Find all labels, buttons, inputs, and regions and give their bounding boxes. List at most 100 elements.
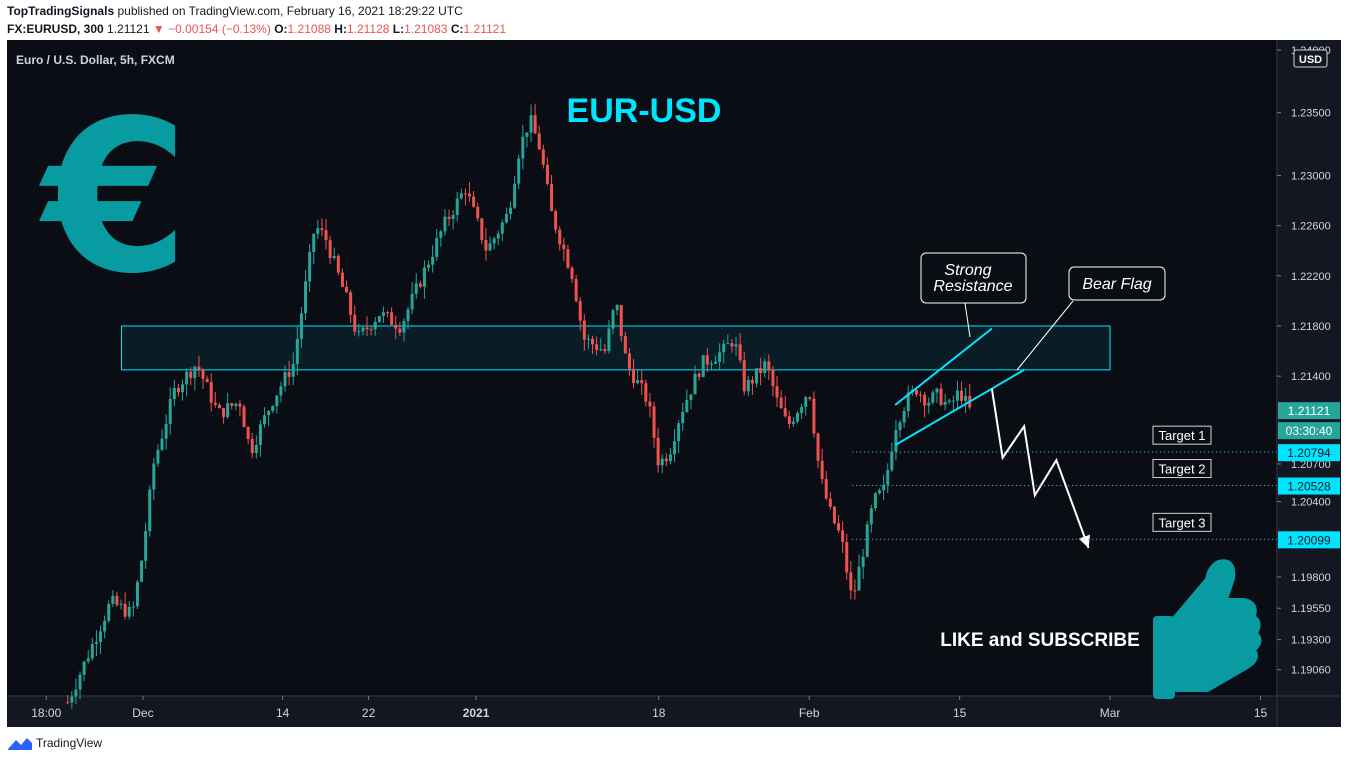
candle [550,183,554,212]
candle [648,401,652,407]
last-price: 1.21121 [107,22,150,36]
candle [677,423,681,442]
candle [472,196,476,207]
candle [226,403,230,417]
candle [644,383,648,402]
candle [656,437,660,466]
price-chart[interactable]: Euro / U.S. Dollar, 5h, FXCM 1.240001.23… [7,40,1341,727]
candle [714,361,718,364]
candle [586,338,590,340]
candle [140,560,144,582]
candle [267,410,271,416]
candle [451,215,455,220]
candle [566,249,570,268]
target-label-box[interactable] [1152,425,1212,445]
bear-flag-callout[interactable] [1068,266,1166,301]
bear-flag-lower-line[interactable] [894,369,1025,447]
low-value: 1.21083 [404,22,448,36]
candle [865,524,869,557]
candle [176,387,180,393]
candle [808,397,812,399]
target-label-box[interactable] [1152,459,1212,479]
bear-flag-label: Bear Flag [1082,276,1151,293]
price-axis-label: 1.19300 [1291,635,1331,647]
candle [242,406,246,428]
candle [250,438,254,454]
euro-sign-icon: € [39,75,189,320]
candle [377,316,381,323]
candle [213,402,217,405]
candle [529,115,533,133]
currency-badge[interactable] [1293,49,1328,68]
candle [607,328,611,352]
candle [476,206,480,219]
candle [537,133,541,150]
candle [636,380,640,384]
target-price-badge[interactable] [1278,531,1340,549]
price-axis-label: 1.21400 [1291,371,1331,383]
candle [324,230,328,241]
current-price-badge[interactable] [1278,402,1340,420]
publisher-name[interactable]: TopTradingSignals [7,4,115,18]
candle [730,343,734,347]
candle [275,395,279,407]
candle [263,415,267,425]
candle [787,416,791,424]
candle [726,343,730,345]
candle [857,566,861,591]
resistance-callout[interactable] [920,252,1027,304]
candle [820,460,824,480]
symbol-label: FX:EURUSD, 300 [7,22,104,36]
candle [82,661,86,675]
candle [591,338,595,345]
candle [70,696,74,703]
candle [94,642,98,644]
candle [763,361,767,373]
candle [722,343,726,353]
candle [902,411,906,423]
candle [841,530,845,542]
candle [369,329,373,331]
candle [861,556,865,567]
target-label: Target 3 [1159,515,1206,530]
candle [246,427,250,439]
candle [287,372,291,377]
candle [599,349,603,351]
candle [574,278,578,302]
bear-flag-callout-line [1016,300,1074,371]
candle [308,251,312,282]
time-axis-label: 18 [652,706,666,720]
candle [443,216,447,232]
candle [734,344,738,347]
candle [939,388,943,405]
candle [742,360,746,392]
candle [205,378,209,383]
candle [771,369,775,387]
candle [115,595,119,605]
bear-flag-upper-line[interactable] [894,327,993,406]
candle [623,336,627,354]
candle [234,403,238,406]
target-price-badge[interactable] [1278,477,1340,495]
candle [619,304,623,337]
projection-path[interactable] [990,388,1090,549]
target-price-badge[interactable] [1278,444,1340,462]
candle [217,404,221,409]
candle [513,183,517,208]
candle [873,493,877,509]
candle [554,211,558,230]
target-label-box[interactable] [1152,512,1212,532]
candle [718,352,722,362]
cta-text: LIKE and SUBSCRIBE [940,630,1140,651]
candle [455,198,459,216]
time-axis-label: 15 [1254,706,1268,720]
candle [357,331,361,333]
candle [816,433,820,461]
tradingview-footer[interactable]: TradingView [8,736,102,750]
resistance-zone[interactable] [120,325,1111,371]
candle [886,470,890,485]
candle [492,238,496,244]
candle [135,581,139,607]
candle [517,158,521,184]
candle [923,394,927,406]
